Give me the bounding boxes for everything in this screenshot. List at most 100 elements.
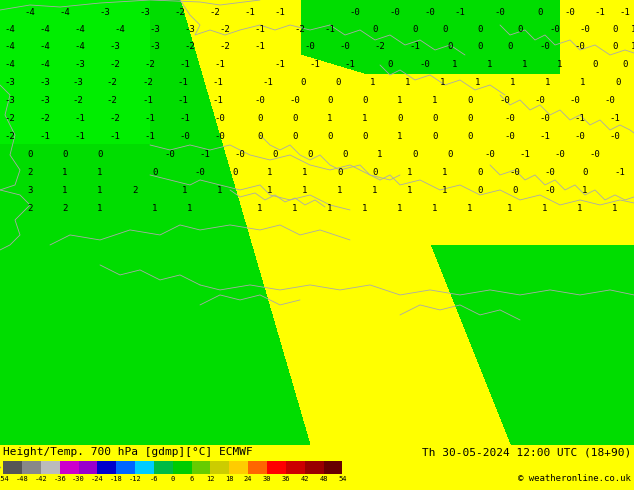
Bar: [22, 461, 41, 474]
Bar: [305, 461, 323, 474]
Text: 1: 1: [152, 204, 158, 214]
Text: 12: 12: [206, 476, 215, 483]
Text: -2: -2: [210, 8, 221, 18]
Text: 1: 1: [327, 115, 333, 123]
Text: 1: 1: [612, 204, 618, 214]
Text: -1: -1: [145, 132, 155, 142]
Text: -2: -2: [39, 115, 50, 123]
Text: 1: 1: [405, 78, 411, 88]
Text: -1: -1: [143, 97, 153, 105]
Text: 1: 1: [432, 97, 437, 105]
Text: 1: 1: [268, 169, 273, 177]
Text: -0: -0: [420, 60, 430, 70]
Text: -1: -1: [309, 60, 320, 70]
Bar: [79, 461, 98, 474]
Text: 1: 1: [302, 169, 307, 177]
Text: 1: 1: [97, 204, 103, 214]
Text: Th 30-05-2024 12:00 UTC (18+90): Th 30-05-2024 12:00 UTC (18+90): [422, 447, 631, 457]
Text: -2: -2: [107, 78, 117, 88]
Text: -2: -2: [110, 60, 120, 70]
Text: -0: -0: [569, 97, 580, 105]
Text: -3: -3: [39, 97, 50, 105]
Text: 1: 1: [557, 60, 563, 70]
Text: 1: 1: [443, 169, 448, 177]
Text: 0: 0: [432, 132, 437, 142]
Text: 54: 54: [338, 476, 347, 483]
Text: -2: -2: [4, 115, 15, 123]
Text: -0: -0: [555, 150, 566, 159]
Text: -3: -3: [75, 60, 86, 70]
Text: -1: -1: [200, 150, 210, 159]
Text: 1: 1: [62, 169, 68, 177]
Text: 0: 0: [307, 150, 313, 159]
Text: 1: 1: [302, 187, 307, 196]
Text: -0: -0: [590, 150, 600, 159]
Text: 0: 0: [362, 132, 368, 142]
Text: -2: -2: [295, 25, 306, 34]
Text: -3: -3: [150, 43, 160, 51]
Bar: [172, 461, 191, 474]
Text: -1: -1: [455, 8, 465, 18]
Text: 0: 0: [517, 25, 522, 34]
Text: © weatheronline.co.uk: © weatheronline.co.uk: [518, 474, 631, 483]
Text: -1: -1: [178, 78, 188, 88]
Text: 0: 0: [335, 78, 340, 88]
Text: 0: 0: [467, 132, 473, 142]
Text: -1: -1: [262, 78, 273, 88]
Text: -2: -2: [107, 97, 117, 105]
Text: 1: 1: [545, 78, 551, 88]
Text: -1: -1: [245, 8, 256, 18]
Text: 2: 2: [62, 204, 68, 214]
Text: 1: 1: [398, 132, 403, 142]
Bar: [3, 461, 22, 474]
Text: -1: -1: [614, 169, 625, 177]
Text: 0: 0: [97, 150, 103, 159]
Text: -4: -4: [39, 25, 50, 34]
Text: 0: 0: [372, 169, 378, 177]
Text: -3: -3: [184, 25, 195, 34]
Text: -0: -0: [565, 8, 576, 18]
Text: -1: -1: [75, 132, 86, 142]
Text: 0: 0: [171, 476, 175, 483]
Text: 0: 0: [257, 132, 262, 142]
Text: 1: 1: [183, 187, 188, 196]
Text: -0: -0: [235, 150, 245, 159]
Bar: [191, 461, 210, 474]
Text: 0: 0: [448, 43, 453, 51]
Text: -1: -1: [574, 115, 585, 123]
Text: 1: 1: [377, 150, 383, 159]
Text: 0: 0: [152, 169, 158, 177]
Text: Height/Temp. 700 hPa [gdmp][°C] ECMWF: Height/Temp. 700 hPa [gdmp][°C] ECMWF: [3, 447, 253, 457]
Text: 0: 0: [27, 150, 33, 159]
Text: 1: 1: [582, 187, 588, 196]
Text: 1: 1: [97, 187, 103, 196]
Text: 0: 0: [387, 60, 392, 70]
Text: 1: 1: [631, 25, 634, 34]
Text: -2: -2: [143, 78, 153, 88]
Text: 0: 0: [273, 150, 278, 159]
Text: 1: 1: [97, 169, 103, 177]
Text: 1: 1: [362, 204, 368, 214]
Text: -0: -0: [215, 132, 225, 142]
Text: -1: -1: [275, 60, 285, 70]
Bar: [230, 461, 248, 474]
Text: -0: -0: [574, 43, 585, 51]
Text: -0: -0: [605, 97, 616, 105]
Text: -1: -1: [39, 132, 50, 142]
Bar: [154, 461, 172, 474]
Text: -0: -0: [540, 115, 550, 123]
Text: -4: -4: [39, 43, 50, 51]
Text: -0: -0: [545, 169, 555, 177]
Text: -1: -1: [345, 60, 356, 70]
Text: -0: -0: [179, 132, 190, 142]
Text: -1: -1: [145, 115, 155, 123]
Text: -2: -2: [184, 43, 195, 51]
Text: -1: -1: [540, 132, 550, 142]
Text: 0: 0: [467, 115, 473, 123]
Text: -0: -0: [510, 169, 521, 177]
Text: -1: -1: [610, 115, 621, 123]
Text: 0: 0: [467, 97, 473, 105]
Text: -2: -2: [174, 8, 185, 18]
Text: 0: 0: [398, 115, 403, 123]
Text: 0: 0: [62, 150, 68, 159]
